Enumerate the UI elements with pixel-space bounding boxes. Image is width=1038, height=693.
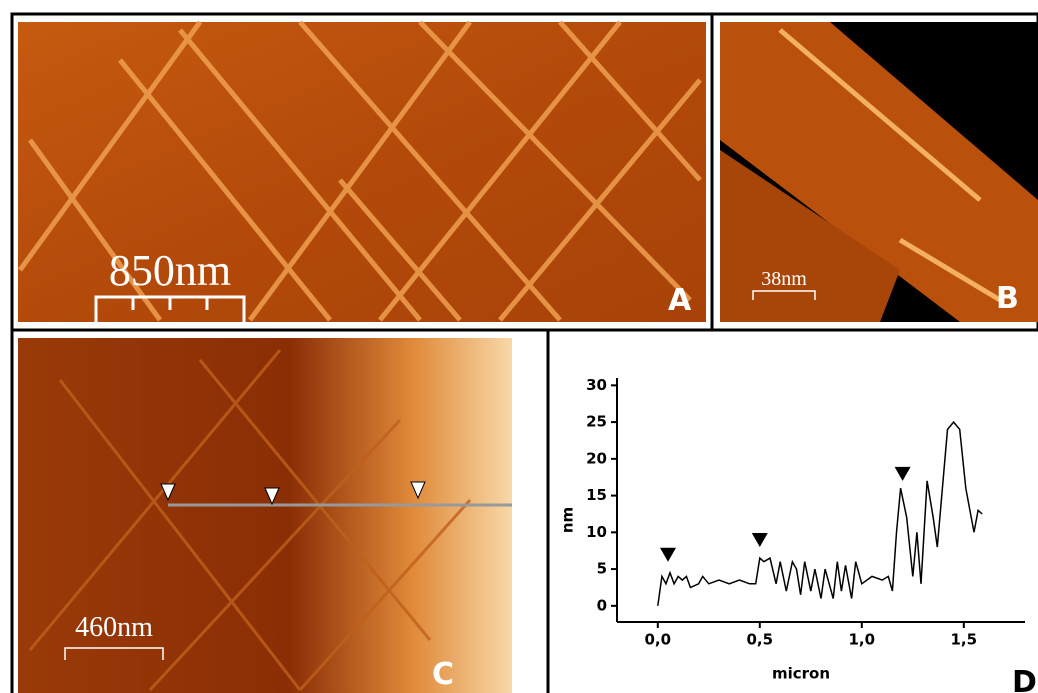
y-tick-label: 10 [586,523,607,541]
page: {"panels": { "A": {"label": "A", "scale_… [0,0,1038,693]
x-axis-label: micron [772,665,830,683]
profile-marker [660,548,676,562]
profile-marker [752,533,768,547]
panel-c: 460nm C [18,338,512,693]
panel-label: A [668,283,692,318]
y-tick-label: 5 [597,560,607,578]
scale-bar-label: 850nm [109,246,231,295]
panel-label: D [1012,665,1037,693]
x-tick-label: 0,0 [645,631,672,649]
scale-bar-label: 38nm [761,268,807,290]
y-tick-label: 20 [586,449,607,467]
panel-b: 38nm B [720,22,1038,322]
y-tick-label: 0 [597,596,607,614]
scale-bar-label: 460nm [75,612,153,643]
panel-label: B [996,281,1019,316]
y-tick-label: 30 [586,376,607,394]
panel-d: 0 5 10 15 20 25 30 0,0 0,5 1,0 1,5 micron nm D [559,376,1037,693]
profile-marker [895,467,911,481]
figure: 850nm A 38nm B 460nm C 0 5 10 15 20 25 30 0,0 0,… [0,0,1038,693]
x-tick-label: 1,5 [951,631,978,649]
panel-label: C [432,657,454,692]
profile-line [658,422,982,606]
y-tick-label: 25 [586,413,607,431]
x-tick-label: 0,5 [747,631,774,649]
y-tick-label: 15 [586,486,607,504]
x-tick-label: 1,0 [849,631,876,649]
panel-a: 850nm A [18,22,706,322]
y-axis-label: nm [559,507,577,533]
